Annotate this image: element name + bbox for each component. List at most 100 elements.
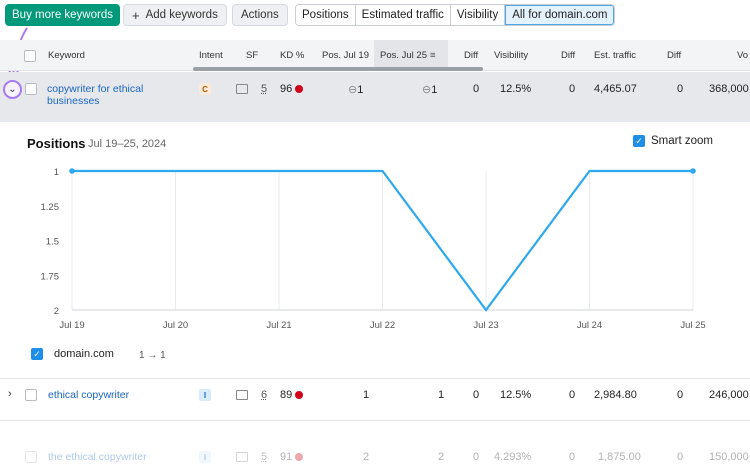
intent-badge-informational: I bbox=[199, 451, 211, 463]
diff-position-value: 0 bbox=[473, 389, 480, 401]
visibility-value: 12.5% bbox=[500, 389, 532, 401]
header-diff-visibility[interactable]: Diff bbox=[561, 50, 576, 61]
diff-traffic-value: 0 bbox=[677, 451, 684, 463]
y-tick-label: 2 bbox=[54, 306, 59, 317]
data-point bbox=[69, 168, 75, 174]
plus-icon: + bbox=[132, 7, 140, 23]
est-traffic-value: 1,875.00 bbox=[598, 451, 641, 463]
row-divider bbox=[0, 420, 750, 421]
intent-badge-commercial: C bbox=[199, 83, 211, 95]
buy-more-keywords-button[interactable]: Buy more keywords bbox=[5, 4, 120, 26]
collapse-row-toggle[interactable]: ⌄ bbox=[3, 80, 22, 99]
pos-jul25-cell: ⊖1 bbox=[422, 83, 437, 96]
legend-position-change: 1 → 1 bbox=[139, 350, 166, 361]
row-checkbox[interactable] bbox=[25, 83, 37, 95]
segment-all-for-domain[interactable]: All for domain.com bbox=[505, 5, 615, 25]
kd-value: 91 bbox=[280, 451, 304, 463]
diff-traffic-value: 0 bbox=[677, 389, 684, 401]
x-tick-label: Jul 21 bbox=[266, 320, 291, 331]
segment-visibility[interactable]: Visibility bbox=[450, 5, 506, 25]
pos-jul25-value: 1 bbox=[438, 389, 445, 401]
pos-jul19-cell: ⊖1 bbox=[348, 83, 363, 96]
sorted-column-highlight bbox=[374, 40, 448, 71]
table-row-expanded bbox=[0, 72, 750, 122]
segment-positions[interactable]: Positions bbox=[296, 5, 356, 25]
link-icon: ⊖ bbox=[348, 84, 358, 96]
header-sf[interactable]: SF bbox=[246, 50, 259, 61]
smart-zoom-toggle[interactable]: ✓ Smart zoom bbox=[633, 135, 713, 147]
chart-date-range: Jul 19–25, 2024 bbox=[88, 138, 167, 150]
actions-button[interactable]: Actions bbox=[232, 4, 288, 26]
kd-number: 91 bbox=[280, 451, 293, 463]
serp-features-count[interactable]: 5 bbox=[261, 451, 268, 463]
diff-visibility-value: 0 bbox=[569, 389, 576, 401]
metric-segmented-control: Positions Estimated traffic Visibility A… bbox=[295, 4, 616, 26]
legend-checkbox[interactable]: ✓ bbox=[31, 348, 43, 360]
row-checkbox[interactable] bbox=[25, 451, 37, 463]
keyword-link[interactable]: ethical copywriter bbox=[48, 389, 130, 401]
diff-visibility-value: 0 bbox=[569, 83, 576, 95]
header-est-traffic[interactable]: Est. traffic bbox=[594, 50, 637, 61]
pos-jul19-value: 1 bbox=[357, 84, 364, 96]
kd-number: 96 bbox=[280, 83, 293, 95]
serp-features-icon bbox=[236, 84, 248, 94]
add-keywords-button[interactable]: + Add keywords bbox=[123, 4, 227, 26]
kd-number: 89 bbox=[280, 389, 293, 401]
x-tick-label: Jul 23 bbox=[473, 320, 498, 331]
header-diff-position[interactable]: Diff bbox=[464, 50, 479, 61]
volume-value: 246,000 bbox=[709, 389, 749, 401]
header-volume[interactable]: Vo bbox=[737, 50, 749, 61]
link-icon: ⊖ bbox=[422, 84, 432, 96]
chevron-down-icon: ⌄ bbox=[8, 84, 17, 95]
x-tick-label: Jul 24 bbox=[577, 320, 602, 331]
kd-difficulty-dot bbox=[295, 391, 304, 399]
header-diff-traffic[interactable]: Diff bbox=[667, 50, 682, 61]
est-traffic-value: 4,465.07 bbox=[594, 83, 637, 95]
smart-zoom-checkbox[interactable]: ✓ bbox=[633, 135, 645, 147]
kd-value: 96 bbox=[280, 83, 304, 95]
segment-estimated-traffic[interactable]: Estimated traffic bbox=[355, 5, 451, 25]
horizontal-scrollbar[interactable] bbox=[193, 67, 483, 71]
header-intent[interactable]: Intent bbox=[199, 50, 223, 61]
diff-position-value: 0 bbox=[473, 83, 480, 95]
chart-title: Positions bbox=[27, 136, 86, 151]
chart-legend[interactable]: ✓ domain.com bbox=[31, 348, 114, 360]
pos-jul19-value: 1 bbox=[363, 389, 370, 401]
legend-label: domain.com bbox=[54, 348, 114, 360]
est-traffic-value: 2,984.80 bbox=[594, 389, 637, 401]
header-kd[interactable]: KD % bbox=[280, 50, 305, 61]
diff-position-value: 0 bbox=[473, 451, 480, 463]
row-divider bbox=[0, 378, 750, 379]
select-all-checkbox[interactable] bbox=[24, 50, 36, 62]
kd-difficulty-dot bbox=[295, 453, 304, 461]
row-checkbox[interactable] bbox=[25, 389, 37, 401]
y-tick-label: 1.25 bbox=[41, 202, 60, 213]
chevron-right-icon[interactable]: › bbox=[8, 388, 12, 400]
x-tick-label: Jul 25 bbox=[680, 320, 705, 331]
header-pos-jul19[interactable]: Pos. Jul 19 bbox=[322, 50, 369, 61]
data-point bbox=[690, 168, 696, 174]
keyword-link[interactable]: copywriter for ethical businesses bbox=[47, 83, 144, 107]
header-visibility[interactable]: Visibility bbox=[494, 50, 529, 61]
serp-features-icon bbox=[236, 452, 248, 462]
pos-jul25-value: 2 bbox=[438, 451, 445, 463]
series-line bbox=[72, 169, 693, 312]
visibility-value: 4.293% bbox=[494, 451, 532, 463]
x-tick-label: Jul 20 bbox=[163, 320, 188, 331]
y-tick-label: 1 bbox=[54, 167, 59, 178]
pos-jul19-value: 2 bbox=[363, 451, 370, 463]
header-pos-jul25[interactable]: Pos. Jul 25 bbox=[380, 50, 427, 61]
keyword-link[interactable]: the ethical copywriter bbox=[48, 451, 147, 463]
x-tick-label: Jul 22 bbox=[370, 320, 395, 331]
serp-features-count[interactable]: 6 bbox=[261, 389, 268, 401]
serp-features-icon bbox=[236, 390, 248, 400]
diff-traffic-value: 0 bbox=[677, 83, 684, 95]
sort-icon[interactable]: ≡ bbox=[430, 50, 436, 61]
y-tick-label: 1.5 bbox=[46, 237, 59, 248]
kd-value: 89 bbox=[280, 389, 304, 401]
header-keyword[interactable]: Keyword bbox=[48, 50, 85, 61]
pos-jul25-value: 1 bbox=[431, 84, 438, 96]
volume-value: 150,000 bbox=[709, 451, 749, 463]
serp-features-count[interactable]: 5 bbox=[261, 83, 268, 95]
